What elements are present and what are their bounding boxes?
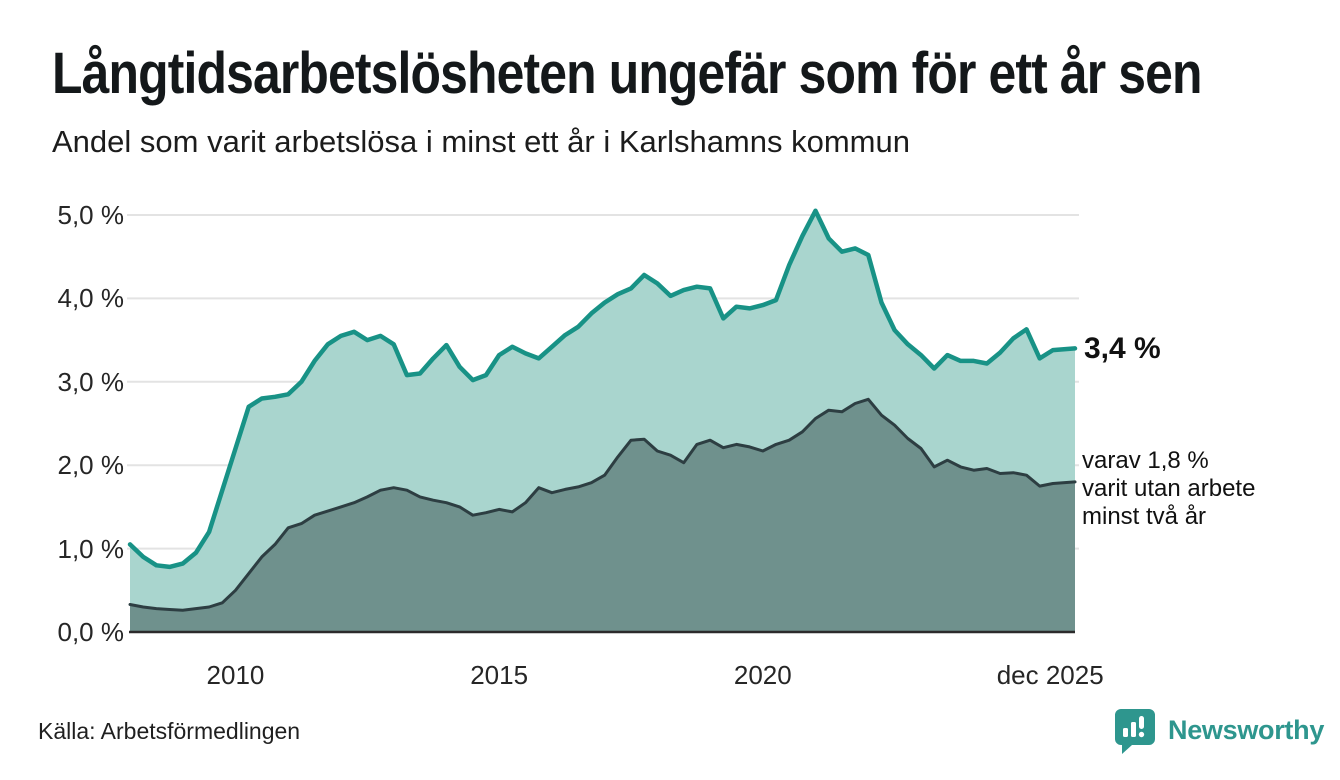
x-axis-tick-label: 2010 — [206, 660, 265, 690]
annotation-secondary: varav 1,8 % varit utan arbete minst två … — [1082, 447, 1255, 531]
y-axis-tick-label: 3,0 % — [57, 366, 125, 397]
newsworthy-logo-text: Newsworthy — [1168, 714, 1325, 745]
newsworthy-logo-icon — [1115, 709, 1155, 754]
series2-line — [128, 397, 1077, 612]
logo-exclamation-bar — [1139, 716, 1144, 729]
logo-bar-small — [1123, 728, 1128, 737]
newsworthy-logo: Newsworthy — [1112, 706, 1324, 754]
x-axis-tick-label: 2020 — [733, 660, 792, 690]
series2-area — [130, 399, 1075, 632]
y-axis-tick-label: 4,0 % — [57, 283, 125, 314]
series1-line — [127, 208, 1078, 570]
page-title: Långtidsarbetslösheten ungefär som för e… — [52, 41, 1203, 106]
y-axis-tick-label: 0,0 % — [57, 617, 125, 647]
annotation-secondary-line3: minst två år — [1082, 503, 1207, 530]
page-subtitle: Andel som varit arbetslösa i minst ett å… — [52, 124, 910, 159]
annotation-secondary-line2: varit utan arbete — [1082, 475, 1256, 502]
x-axis-tick-label: 2015 — [470, 660, 529, 690]
annotation-secondary-line1: varav 1,8 % — [1082, 447, 1209, 474]
y-axis-tick-label: 5,0 % — [57, 200, 125, 230]
logo-exclamation-dot — [1138, 731, 1145, 738]
y-axis-tick-label: 2,0 % — [57, 450, 125, 481]
y-axis-tick-label: 1,0 % — [57, 533, 125, 564]
logo-bar-tall — [1131, 722, 1136, 737]
source-text: Källa: Arbetsförmedlingen — [38, 718, 301, 744]
x-axis-tick-label: dec 2025 — [996, 660, 1104, 690]
annotation-latest-value: 3,4 % — [1084, 332, 1161, 365]
